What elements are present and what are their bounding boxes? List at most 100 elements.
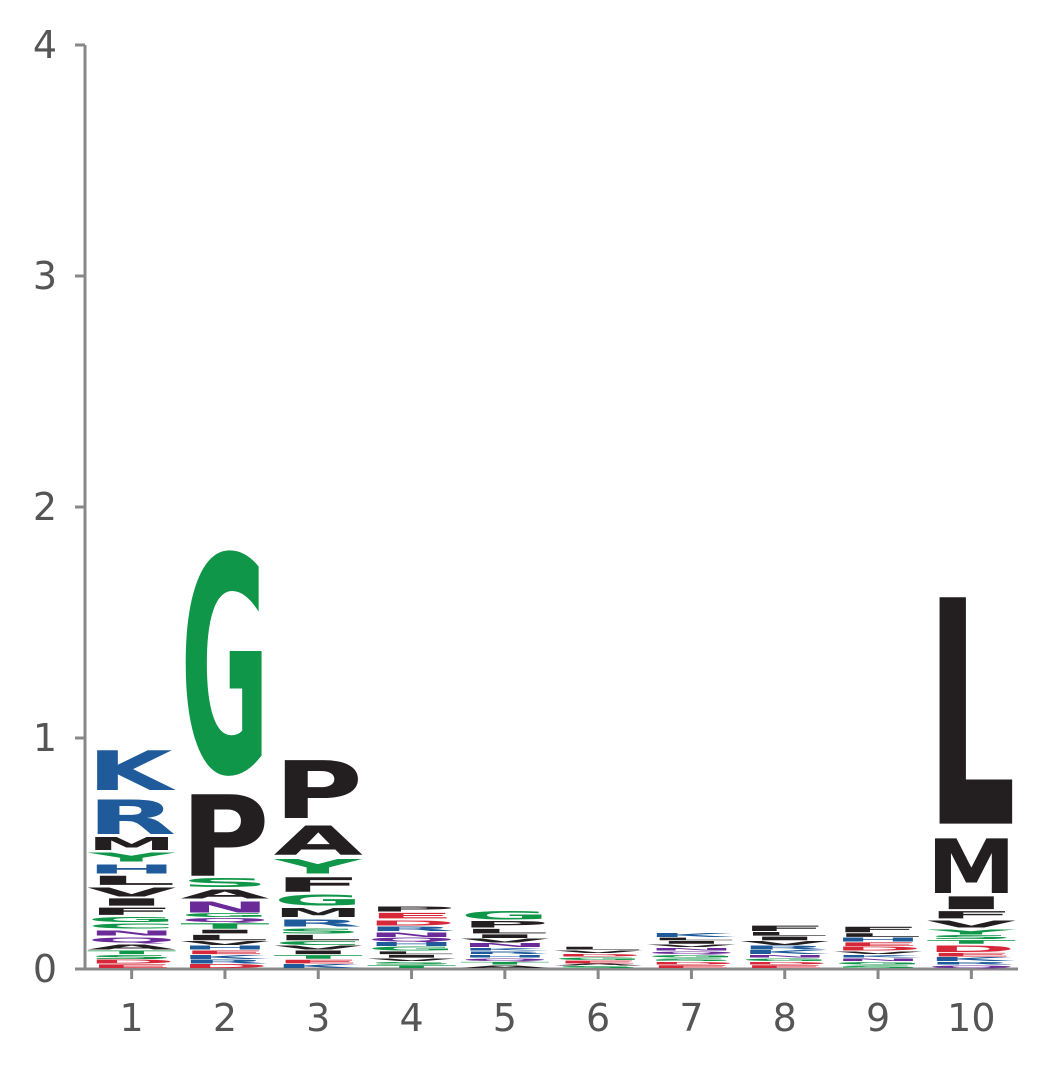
logo-letter: R xyxy=(927,961,1016,965)
logo-letter: V xyxy=(274,945,363,951)
logo-letter: I xyxy=(87,896,176,908)
x-tick-label: 7 xyxy=(679,996,703,1040)
x-tick-label: 4 xyxy=(399,996,423,1040)
x-tick-label: 8 xyxy=(773,996,797,1040)
y-tick-label: 4 xyxy=(33,23,57,67)
logo-letter: A xyxy=(180,887,270,901)
logo-letter: V xyxy=(180,940,269,946)
logo-letter: D xyxy=(833,946,922,952)
logo-letter: I xyxy=(274,950,363,956)
logo-letter: Q xyxy=(647,951,736,955)
logo-letter: D xyxy=(180,963,269,969)
x-tick-label: 6 xyxy=(586,996,610,1040)
logo-letter: R xyxy=(180,959,269,965)
logo-letter: V xyxy=(927,918,1016,930)
x-tick-label: 2 xyxy=(213,996,237,1040)
y-tick-label: 1 xyxy=(33,716,57,760)
logo-letter: A xyxy=(554,963,643,966)
logo-letter: T xyxy=(180,922,269,931)
logo-letter: M xyxy=(927,824,1016,911)
logo-letter: Y xyxy=(926,928,1015,937)
y-axis: 0 1 2 3 4 xyxy=(33,23,87,991)
logo-letter: V xyxy=(367,958,456,962)
logo-letter: G xyxy=(647,954,736,958)
logo-letter: K xyxy=(87,739,177,803)
logo-letter: S xyxy=(274,926,363,935)
logo-letter: T xyxy=(460,961,549,965)
logo-letter: G xyxy=(180,495,269,842)
logo-letter: K xyxy=(274,963,363,969)
logo-letter: P xyxy=(180,771,269,902)
logo-letter: F xyxy=(740,924,829,933)
logo-letter: K xyxy=(927,957,1016,963)
logo-letter: E xyxy=(87,963,176,969)
logo-letter: N xyxy=(460,943,549,949)
logo-letter: K xyxy=(460,947,549,951)
x-tick-label: 10 xyxy=(947,996,995,1040)
x-tick-label: 9 xyxy=(866,996,890,1040)
logo-letter: H xyxy=(833,937,922,943)
logo-letter: T xyxy=(927,939,1016,945)
logo-letter: Q xyxy=(87,936,176,945)
logo-letter: D xyxy=(927,944,1016,954)
logo-letter: A xyxy=(274,818,364,864)
logo-letter: H xyxy=(367,941,456,947)
logo-letter: D xyxy=(367,918,456,927)
x-tick-label: 5 xyxy=(493,996,517,1040)
logo-letter: G xyxy=(180,913,269,919)
logo-letter: E xyxy=(927,952,1016,958)
logo-letter: Q xyxy=(180,917,269,923)
logo-letter: V xyxy=(647,944,736,948)
logo-letter: S xyxy=(180,876,269,891)
logo-letter: I xyxy=(460,933,549,939)
logo-letter: P xyxy=(367,905,456,914)
logo-letter: L xyxy=(927,535,1016,897)
logo-letter: E xyxy=(180,950,269,956)
logo-letter: C xyxy=(274,940,363,946)
logo-letter: R xyxy=(460,951,549,955)
logo-letter: D xyxy=(647,961,736,965)
logo-letter: P xyxy=(460,920,549,930)
x-tick-label: 1 xyxy=(120,996,144,1040)
logo-letter: H xyxy=(87,862,176,876)
logo-letter: F xyxy=(87,906,176,918)
logo-letter: K xyxy=(647,932,736,938)
logo-letter: E xyxy=(554,960,643,964)
logo-letter: S xyxy=(87,954,176,960)
logo-letter: G xyxy=(554,957,643,961)
logo-letter: V xyxy=(740,940,829,946)
x-axis: 1 2 3 4 5 6 7 8 9 10 xyxy=(84,967,1018,1040)
logo-letter: S xyxy=(367,961,456,965)
logo-letter: Q xyxy=(927,965,1016,969)
logo-letter: F xyxy=(833,925,922,934)
logo-letter: K xyxy=(740,950,829,956)
logo-letter: C xyxy=(87,922,176,931)
logo-letter: F xyxy=(927,909,1016,921)
logo-letter: S xyxy=(833,965,922,969)
logo-letter: L xyxy=(460,928,549,935)
logo-letter: N xyxy=(367,931,456,938)
logo-letter: Q xyxy=(367,937,456,943)
logo-letter: E xyxy=(367,911,456,920)
logo-letter: L xyxy=(647,937,736,941)
logo-letter: L xyxy=(833,932,922,938)
logo-letter: I xyxy=(740,936,829,942)
logo-letter: G xyxy=(367,946,456,952)
logo-letter: D xyxy=(554,953,643,957)
logo-letter: S xyxy=(927,935,1016,941)
logo-letter: H xyxy=(460,954,549,958)
logo-letter: V xyxy=(460,938,549,944)
logo-letter: V xyxy=(833,951,922,955)
y-tick-label: 2 xyxy=(33,485,57,529)
logo-letter: V xyxy=(87,885,177,899)
logo-letter: L xyxy=(274,933,363,942)
logo-letter: G xyxy=(740,958,829,962)
